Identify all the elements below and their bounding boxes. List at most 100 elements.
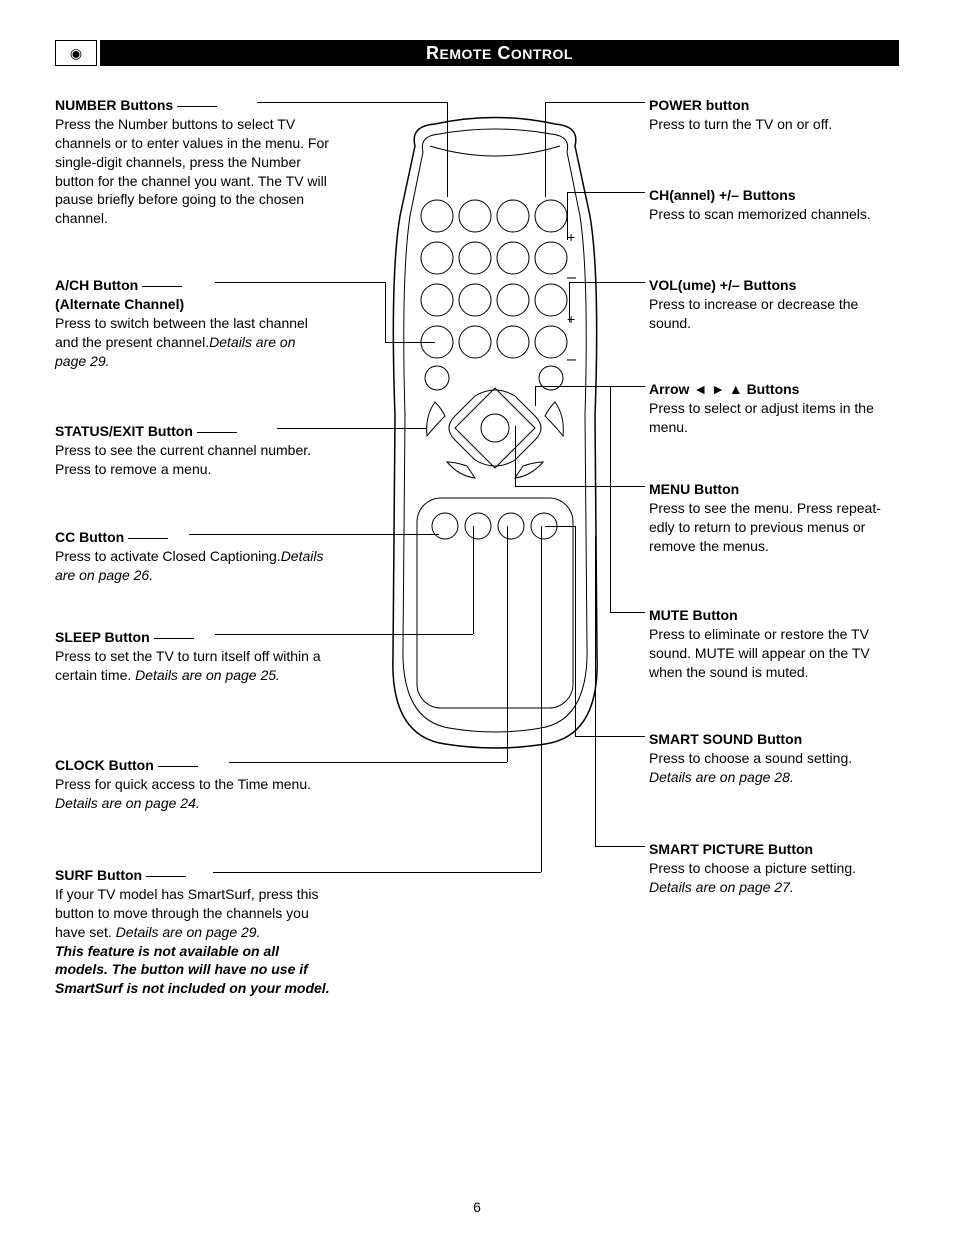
leader-line [385, 342, 435, 343]
minus-icon: – [567, 351, 576, 368]
callout-body: Press to see the menu. Press repeat­edly… [649, 500, 881, 554]
callout-body: Press to see the current channel number.… [55, 442, 311, 477]
callout-body: Press to turn the TV on or off. [649, 116, 832, 132]
leader-line [575, 526, 576, 736]
leader-line [213, 872, 541, 873]
page-title: REMOTE CONTROL [426, 43, 573, 64]
callout-boldnote: This feature is not available on all mod… [55, 943, 330, 997]
dpad [449, 388, 541, 468]
callout-right-3: Arrow ◄ ► ▲ Buttons Press to select or ad… [649, 380, 899, 437]
leader-line [545, 102, 645, 103]
callout-heading: Arrow ◄ ► ▲ Buttons [649, 381, 799, 397]
leader-line [229, 762, 507, 763]
plus-icon: + [567, 229, 575, 245]
leader-line [541, 526, 542, 872]
callout-left-5: CLOCK Button Press for quick access to th… [55, 756, 330, 813]
callout-body: Press to choose a picture setting. [649, 860, 856, 876]
remote-top-arc [430, 146, 560, 156]
callout-heading: VOL(ume) +/– Buttons [649, 277, 796, 293]
leader-line [610, 386, 611, 612]
panel-button [465, 513, 491, 539]
callout-right-6: SMART SOUND ButtonPress to choose a soun… [649, 730, 852, 787]
callout-right-1: CH(annel) +/– Buttons Press to scan memor… [649, 186, 871, 224]
leader-tick [158, 766, 198, 767]
callout-heading: CH(annel) +/– Buttons [649, 187, 796, 203]
leader-line [515, 426, 516, 486]
page-title-bar: REMOTE CONTROL [100, 40, 899, 66]
leader-line [473, 526, 474, 634]
callout-body: Press to select or adjust items in the m… [649, 400, 874, 435]
callout-heading: POWER button [649, 97, 749, 113]
panel-button [432, 513, 458, 539]
callout-left-0: NUMBER Buttons Press the Number buttons t… [55, 96, 330, 228]
leader-line [595, 536, 596, 846]
leader-line [515, 486, 645, 487]
callout-heading: CLOCK Button [55, 757, 154, 773]
callout-note: Details are on page 24. [55, 795, 200, 811]
callout-note: Details are on page 28. [649, 769, 794, 785]
callout-left-4: SLEEP ButtonPress to set the TV to turn … [55, 628, 330, 685]
dpad-flank [427, 402, 445, 436]
callout-body: Press to eliminate or restore the TV sou… [649, 626, 870, 680]
leader-tick [128, 538, 168, 539]
callout-note: Details are on page 29. [116, 924, 261, 940]
brand-logo: ◉ [55, 40, 97, 66]
leader-tick [154, 638, 194, 639]
leader-line [610, 612, 645, 613]
callout-body: Press to increase or decrease the sound. [649, 296, 858, 331]
callout-heading: STATUS/EXIT Button [55, 423, 193, 439]
dpad-flank [545, 402, 563, 436]
callout-body: Press to choose a sound setting. [649, 750, 852, 766]
leader-line [545, 526, 575, 527]
remote-inner-outline [403, 129, 587, 732]
leader-line [257, 102, 447, 103]
leader-line [215, 282, 385, 283]
callout-heading: MUTE Button [649, 607, 738, 623]
small-button [425, 366, 449, 390]
leader-line [215, 634, 473, 635]
callout-body: Press the Number buttons to select TV ch… [55, 116, 329, 226]
lower-panel [417, 498, 573, 708]
dpad-flank [447, 462, 475, 478]
callout-body: Press to scan memorized channels. [649, 206, 871, 222]
leader-tick [197, 432, 237, 433]
callout-left-2: STATUS/EXIT Button Press to see the curre… [55, 422, 330, 479]
leader-line [507, 526, 508, 762]
dpad-flank [515, 462, 543, 478]
callout-heading: SMART PICTURE Button [649, 841, 813, 857]
leader-line [567, 192, 645, 193]
callout-right-4: MENU Button Press to see the menu. Press … [649, 480, 899, 556]
callout-heading: CC Button [55, 529, 124, 545]
panel-button [498, 513, 524, 539]
leader-tick [177, 106, 217, 107]
callout-right-7: SMART PICTURE Button Press to choose a pi… [649, 840, 856, 897]
leader-tick [146, 876, 186, 877]
callout-heading: NUMBER Buttons [55, 97, 173, 113]
remote-svg: + – + – [375, 116, 615, 756]
leader-line [535, 386, 645, 387]
page-number: 6 [0, 1199, 954, 1215]
leader-line [447, 102, 448, 197]
leader-line [569, 282, 570, 322]
leader-tick [142, 286, 182, 287]
callout-right-5: MUTE Button Press to eliminate or restore… [649, 606, 899, 682]
callout-heading: SLEEP Button [55, 629, 150, 645]
callout-body: Press to activate Closed Captioning. [55, 548, 281, 564]
callout-heading: A/CH Button [55, 277, 138, 293]
leader-line [575, 736, 645, 737]
leader-line [569, 282, 645, 283]
callout-heading: SURF Button [55, 867, 142, 883]
callout-note: Details are on page 25. [135, 667, 280, 683]
content-area: NUMBER Buttons Press the Number buttons t… [55, 96, 899, 1066]
remote-diagram: + – + – [375, 116, 615, 761]
leader-line [277, 428, 427, 429]
leader-line [189, 534, 439, 535]
callout-left-1: A/CH Button(Alternate Channel)Press to s… [55, 276, 330, 370]
callout-note: Details are on page 27. [649, 879, 794, 895]
callout-left-3: CC Button Press to activate Closed Captio… [55, 528, 330, 585]
callout-heading: MENU Button [649, 481, 739, 497]
leader-line [567, 192, 568, 240]
leader-line [535, 386, 536, 406]
callout-body: Press for quick access to the Time menu. [55, 776, 311, 792]
callout-right-0: POWER button Press to turn the TV on or o… [649, 96, 832, 134]
